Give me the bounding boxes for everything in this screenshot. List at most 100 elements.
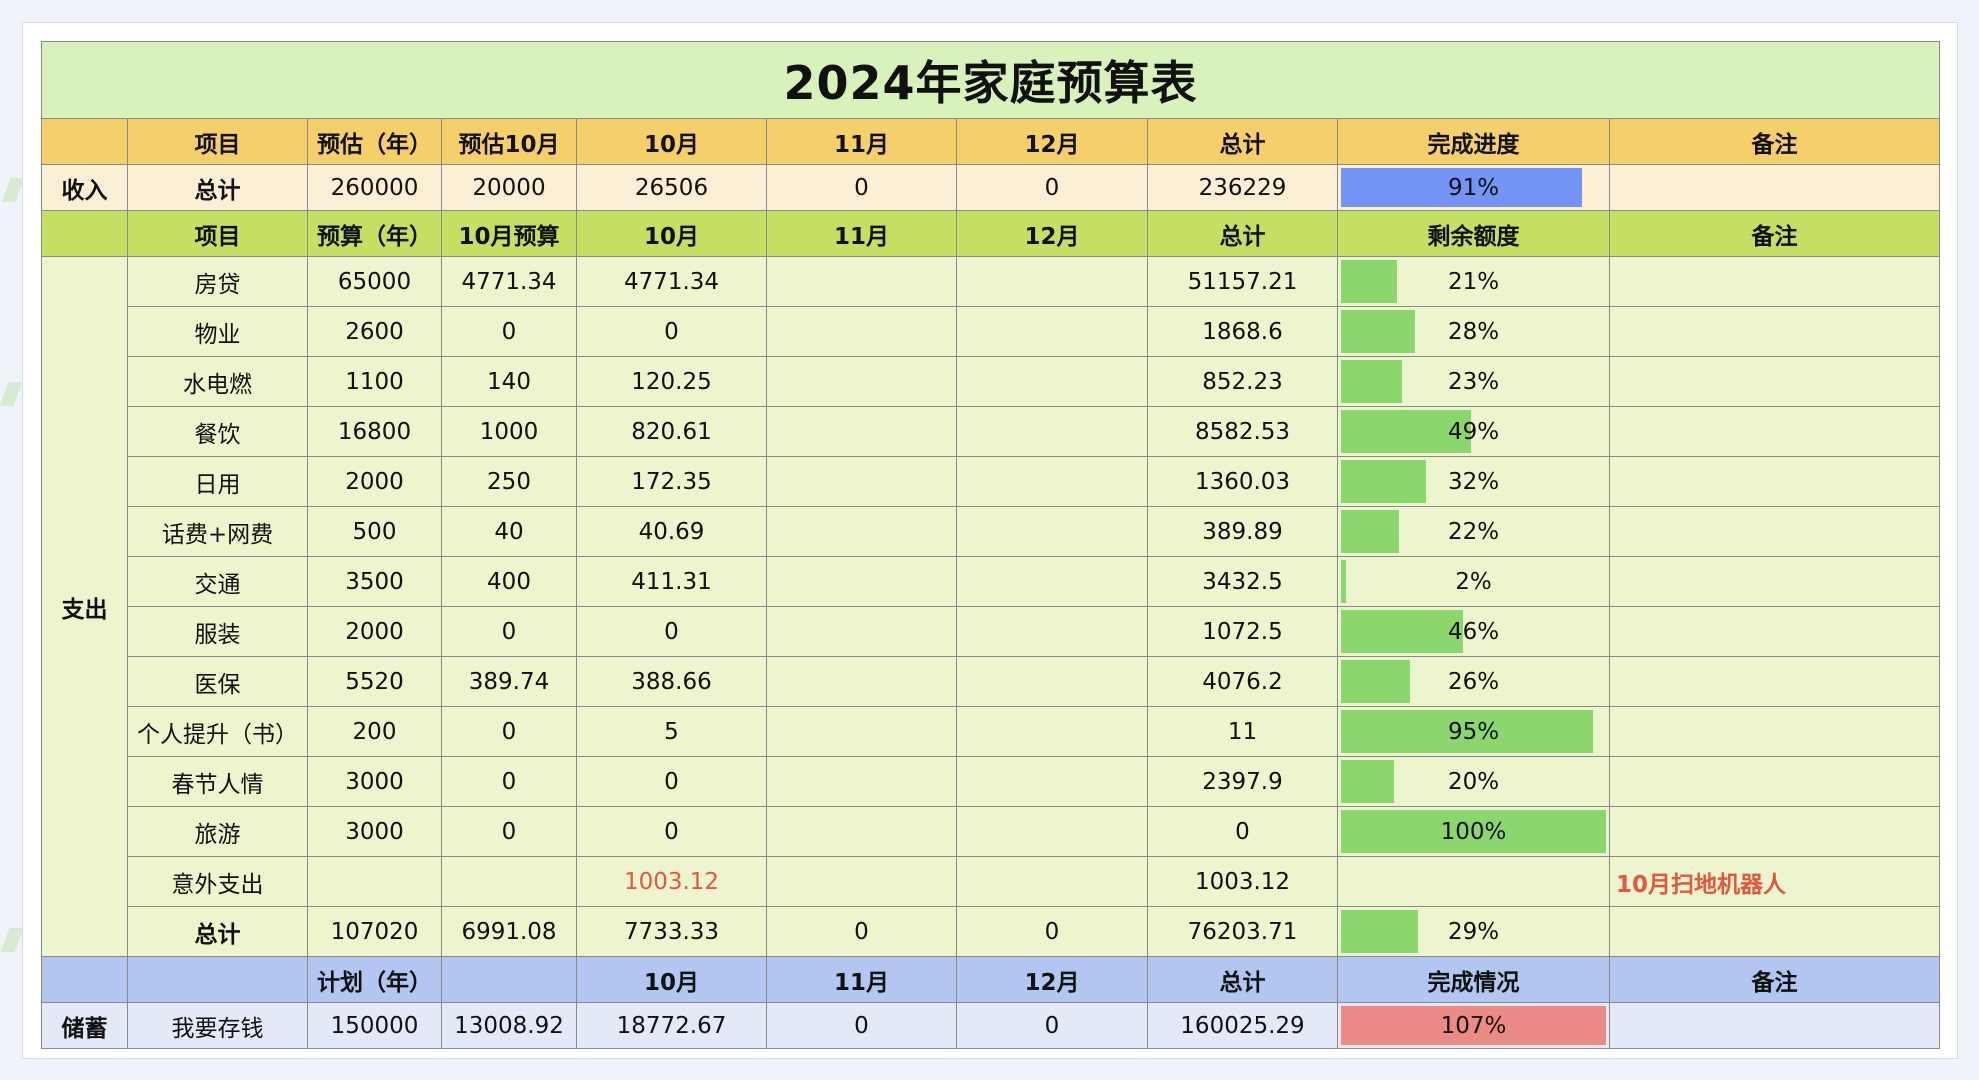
expense-budget-oct[interactable]: 0	[441, 306, 577, 357]
expense-item[interactable]: 服装	[127, 606, 308, 657]
savings-note[interactable]	[1608, 1002, 1941, 1049]
expense-nov[interactable]	[766, 756, 957, 807]
expense-budget-year[interactable]: 2000	[307, 606, 442, 657]
income-est-oct[interactable]: 20000	[441, 164, 577, 211]
expense-item[interactable]: 日用	[127, 456, 308, 507]
expense-remaining-cell[interactable]: 32%	[1337, 456, 1610, 507]
expense-nov[interactable]	[766, 506, 957, 557]
expense-oct[interactable]: 0	[576, 306, 767, 357]
expense-remaining-cell[interactable]: 29%	[1337, 906, 1610, 957]
expense-budget-year[interactable]: 200	[307, 706, 442, 757]
expense-total[interactable]: 1072.5	[1147, 606, 1338, 657]
expense-oct[interactable]: 0	[576, 756, 767, 807]
expense-note[interactable]	[1608, 406, 1941, 457]
expense-budget-year[interactable]: 107020	[307, 906, 442, 957]
savings-total[interactable]: 160025.29	[1147, 1002, 1338, 1049]
expense-total[interactable]: 2397.9	[1147, 756, 1338, 807]
expense-total[interactable]: 4076.2	[1147, 656, 1338, 707]
expense-oct[interactable]: 0	[576, 606, 767, 657]
expense-nov[interactable]	[766, 306, 957, 357]
expense-note[interactable]	[1608, 256, 1941, 307]
expense-budget-year[interactable]: 5520	[307, 656, 442, 707]
expense-note[interactable]	[1608, 456, 1941, 507]
expense-budget-year[interactable]: 3000	[307, 756, 442, 807]
income-total[interactable]: 236229	[1147, 164, 1338, 211]
expense-budget-year[interactable]: 16800	[307, 406, 442, 457]
expense-item[interactable]: 意外支出	[127, 856, 308, 907]
income-est-year[interactable]: 260000	[307, 164, 442, 211]
expense-item[interactable]: 房贷	[127, 256, 308, 307]
expense-oct[interactable]: 172.35	[576, 456, 767, 507]
expense-note[interactable]	[1608, 506, 1941, 557]
expense-oct[interactable]: 1003.12	[576, 856, 767, 907]
income-dec[interactable]: 0	[956, 164, 1148, 211]
expense-budget-year[interactable]: 3000	[307, 806, 442, 857]
savings-nov[interactable]: 0	[766, 1002, 957, 1049]
expense-budget-oct[interactable]: 1000	[441, 406, 577, 457]
savings-status-cell[interactable]: 107%	[1337, 1002, 1610, 1049]
expense-remaining-cell[interactable]: 21%	[1337, 256, 1610, 307]
expense-dec[interactable]	[956, 406, 1148, 457]
income-note[interactable]	[1608, 164, 1941, 211]
expense-oct[interactable]: 4771.34	[576, 256, 767, 307]
expense-total[interactable]: 389.89	[1147, 506, 1338, 557]
expense-nov[interactable]	[766, 656, 957, 707]
expense-item[interactable]: 话费+网费	[127, 506, 308, 557]
expense-dec[interactable]	[956, 256, 1148, 307]
expense-nov[interactable]	[766, 456, 957, 507]
expense-oct[interactable]: 40.69	[576, 506, 767, 557]
savings-label[interactable]: 储蓄	[41, 1002, 128, 1049]
income-item[interactable]: 总计	[127, 164, 308, 211]
expense-budget-oct[interactable]: 389.74	[441, 656, 577, 707]
expense-item[interactable]: 餐饮	[127, 406, 308, 457]
expense-remaining-cell[interactable]: 28%	[1337, 306, 1610, 357]
expense-budget-oct[interactable]: 0	[441, 756, 577, 807]
expense-dec[interactable]	[956, 756, 1148, 807]
expense-nov[interactable]	[766, 806, 957, 857]
expense-dec[interactable]	[956, 606, 1148, 657]
expense-total[interactable]: 0	[1147, 806, 1338, 857]
expense-dec[interactable]	[956, 506, 1148, 557]
expense-budget-year[interactable]: 65000	[307, 256, 442, 307]
expense-nov[interactable]	[766, 556, 957, 607]
expense-dec[interactable]	[956, 356, 1148, 407]
expense-dec[interactable]	[956, 306, 1148, 357]
expense-nov[interactable]	[766, 706, 957, 757]
expense-remaining-cell[interactable]: 95%	[1337, 706, 1610, 757]
expense-budget-year[interactable]: 2000	[307, 456, 442, 507]
savings-dec[interactable]: 0	[956, 1002, 1148, 1049]
expense-total[interactable]: 1360.03	[1147, 456, 1338, 507]
expense-dec[interactable]	[956, 856, 1148, 907]
expense-total[interactable]: 852.23	[1147, 356, 1338, 407]
expense-nov[interactable]	[766, 356, 957, 407]
expense-item[interactable]: 个人提升（书）	[127, 706, 308, 757]
expense-total[interactable]: 3432.5	[1147, 556, 1338, 607]
expense-item[interactable]: 旅游	[127, 806, 308, 857]
expense-budget-oct[interactable]: 40	[441, 506, 577, 557]
expense-remaining-cell[interactable]: 100%	[1337, 806, 1610, 857]
expense-budget-oct[interactable]: 0	[441, 806, 577, 857]
expense-remaining-cell[interactable]: 22%	[1337, 506, 1610, 557]
expense-budget-year[interactable]: 1100	[307, 356, 442, 407]
savings-item[interactable]: 我要存钱	[127, 1002, 308, 1049]
expense-note[interactable]	[1608, 556, 1941, 607]
expense-total[interactable]: 11	[1147, 706, 1338, 757]
expense-total[interactable]: 1003.12	[1147, 856, 1338, 907]
expense-item[interactable]: 总计	[127, 906, 308, 957]
expense-oct[interactable]: 5	[576, 706, 767, 757]
income-label[interactable]: 收入	[41, 164, 128, 211]
expense-note[interactable]	[1608, 356, 1941, 407]
expense-budget-year[interactable]: 3500	[307, 556, 442, 607]
expense-budget-year[interactable]: 2600	[307, 306, 442, 357]
savings-oct[interactable]: 18772.67	[576, 1002, 767, 1049]
expense-budget-oct[interactable]: 6991.08	[441, 906, 577, 957]
expense-remaining-cell[interactable]: 46%	[1337, 606, 1610, 657]
expense-oct[interactable]: 0	[576, 806, 767, 857]
expense-remaining-cell[interactable]: 2%	[1337, 556, 1610, 607]
expense-nov[interactable]: 0	[766, 906, 957, 957]
expense-item[interactable]: 交通	[127, 556, 308, 607]
expense-remaining-cell[interactable]: 49%	[1337, 406, 1610, 457]
expense-total[interactable]: 8582.53	[1147, 406, 1338, 457]
expense-budget-oct[interactable]	[441, 856, 577, 907]
expense-nov[interactable]	[766, 856, 957, 907]
